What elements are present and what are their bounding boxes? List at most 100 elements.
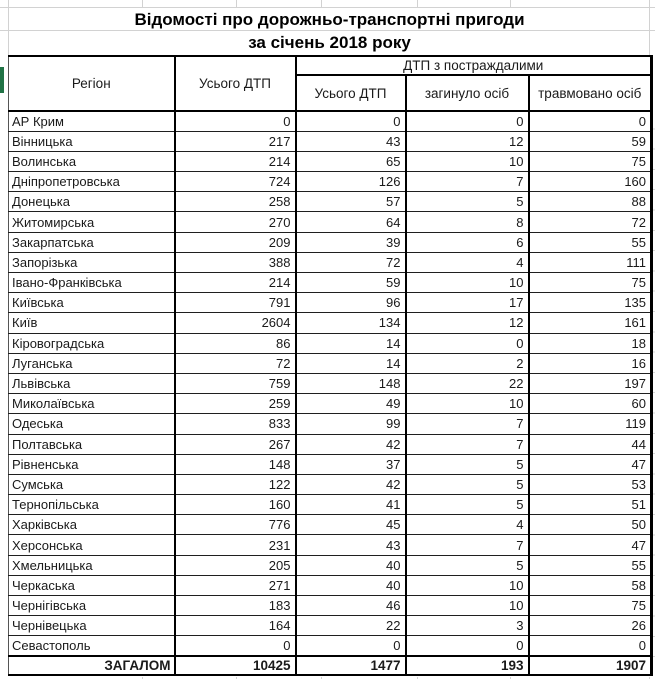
total-accidents-cell[interactable]: 2604	[174, 312, 297, 334]
total-accidents-cell[interactable]: 724	[174, 171, 297, 193]
header-killed[interactable]: загинуло осіб	[405, 75, 530, 112]
injured-cell[interactable]: 119	[528, 413, 652, 435]
total-accidents-cell[interactable]: 270	[174, 211, 297, 233]
header-region[interactable]: Регіон	[8, 56, 176, 112]
injured-cell[interactable]: 18	[528, 333, 652, 354]
total-accidents-cell[interactable]: 267	[174, 434, 297, 455]
region-cell[interactable]: Львівська	[8, 373, 176, 395]
region-cell[interactable]: Тернопільська	[8, 494, 176, 516]
killed-cell[interactable]: 5	[405, 474, 530, 496]
region-cell[interactable]: Миколаївська	[8, 393, 176, 415]
with-victims-cell[interactable]: 57	[295, 191, 407, 213]
with-victims-cell[interactable]: 99	[295, 413, 407, 435]
with-victims-cell[interactable]: 43	[295, 534, 407, 556]
total-accidents-cell[interactable]: 205	[174, 555, 297, 576]
total-accidents-value[interactable]: 10425	[174, 655, 297, 676]
total-accidents-cell[interactable]: 183	[174, 595, 297, 617]
with-victims-cell[interactable]: 22	[295, 615, 407, 637]
with-victims-cell[interactable]: 45	[295, 514, 407, 536]
with-victims-cell[interactable]: 134	[295, 312, 407, 334]
killed-cell[interactable]: 10	[405, 272, 530, 294]
killed-cell[interactable]: 5	[405, 494, 530, 516]
region-cell[interactable]: Дніпропетровська	[8, 171, 176, 193]
total-accidents-cell[interactable]: 164	[174, 615, 297, 637]
killed-cell[interactable]: 6	[405, 232, 530, 253]
with-victims-cell[interactable]: 64	[295, 211, 407, 233]
killed-cell[interactable]: 7	[405, 534, 530, 556]
injured-cell[interactable]: 135	[528, 292, 652, 314]
injured-cell[interactable]: 55	[528, 232, 652, 253]
with-victims-cell[interactable]: 46	[295, 595, 407, 617]
killed-cell[interactable]: 8	[405, 211, 530, 233]
with-victims-cell[interactable]: 0	[295, 111, 407, 132]
total-injured-value[interactable]: 1907	[528, 655, 652, 676]
total-accidents-cell[interactable]: 214	[174, 151, 297, 173]
injured-cell[interactable]: 51	[528, 494, 652, 516]
region-cell[interactable]: Одеська	[8, 413, 176, 435]
killed-cell[interactable]: 10	[405, 575, 530, 597]
total-accidents-cell[interactable]: 231	[174, 534, 297, 556]
region-cell[interactable]: Черкаська	[8, 575, 176, 597]
total-accidents-cell[interactable]: 214	[174, 272, 297, 294]
with-victims-cell[interactable]: 37	[295, 454, 407, 475]
with-victims-cell[interactable]: 41	[295, 494, 407, 516]
total-with-victims-value[interactable]: 1477	[295, 655, 407, 676]
total-accidents-cell[interactable]: 0	[174, 635, 297, 657]
total-accidents-cell[interactable]: 791	[174, 292, 297, 314]
with-victims-cell[interactable]: 72	[295, 252, 407, 274]
injured-cell[interactable]: 58	[528, 575, 652, 597]
killed-cell[interactable]: 5	[405, 555, 530, 576]
report-title-line2[interactable]: за січень 2018 року	[248, 33, 411, 52]
with-victims-cell[interactable]: 96	[295, 292, 407, 314]
killed-cell[interactable]: 10	[405, 151, 530, 173]
total-accidents-cell[interactable]: 259	[174, 393, 297, 415]
total-accidents-cell[interactable]: 258	[174, 191, 297, 213]
injured-cell[interactable]: 88	[528, 191, 652, 213]
total-accidents-cell[interactable]: 388	[174, 252, 297, 274]
with-victims-cell[interactable]: 40	[295, 555, 407, 576]
total-accidents-cell[interactable]: 833	[174, 413, 297, 435]
killed-cell[interactable]: 22	[405, 373, 530, 395]
killed-cell[interactable]: 7	[405, 434, 530, 455]
total-accidents-cell[interactable]: 217	[174, 131, 297, 152]
injured-cell[interactable]: 161	[528, 312, 652, 334]
killed-cell[interactable]: 7	[405, 171, 530, 193]
injured-cell[interactable]: 0	[528, 111, 652, 132]
killed-cell[interactable]: 4	[405, 252, 530, 274]
killed-cell[interactable]: 12	[405, 312, 530, 334]
injured-cell[interactable]: 197	[528, 373, 652, 395]
injured-cell[interactable]: 55	[528, 555, 652, 576]
total-accidents-cell[interactable]: 122	[174, 474, 297, 496]
injured-cell[interactable]: 60	[528, 393, 652, 415]
total-accidents-cell[interactable]: 209	[174, 232, 297, 253]
killed-cell[interactable]: 5	[405, 191, 530, 213]
header-with-victims-group[interactable]: ДТП з постраждалими	[295, 56, 652, 76]
with-victims-cell[interactable]: 43	[295, 131, 407, 152]
region-cell[interactable]: Луганська	[8, 353, 176, 374]
injured-cell[interactable]: 53	[528, 474, 652, 496]
injured-cell[interactable]: 0	[528, 635, 652, 657]
region-cell[interactable]: Севастополь	[8, 635, 176, 657]
injured-cell[interactable]: 47	[528, 454, 652, 475]
region-cell[interactable]: Кіровоградська	[8, 333, 176, 354]
with-victims-cell[interactable]: 14	[295, 333, 407, 354]
total-label[interactable]: ЗАГАЛОМ	[8, 655, 176, 676]
region-cell[interactable]: Полтавська	[8, 434, 176, 455]
total-accidents-cell[interactable]: 160	[174, 494, 297, 516]
region-cell[interactable]: Вінницька	[8, 131, 176, 152]
killed-cell[interactable]: 12	[405, 131, 530, 152]
with-victims-cell[interactable]: 59	[295, 272, 407, 294]
total-accidents-cell[interactable]: 72	[174, 353, 297, 374]
region-cell[interactable]: Івано-Франківська	[8, 272, 176, 294]
killed-cell[interactable]: 7	[405, 413, 530, 435]
region-cell[interactable]: Хмельницька	[8, 555, 176, 576]
killed-cell[interactable]: 0	[405, 111, 530, 132]
region-cell[interactable]: Херсонська	[8, 534, 176, 556]
killed-cell[interactable]: 3	[405, 615, 530, 637]
injured-cell[interactable]: 16	[528, 353, 652, 374]
injured-cell[interactable]: 75	[528, 151, 652, 173]
killed-cell[interactable]: 2	[405, 353, 530, 374]
total-killed-value[interactable]: 193	[405, 655, 530, 676]
killed-cell[interactable]: 0	[405, 333, 530, 354]
with-victims-cell[interactable]: 0	[295, 635, 407, 657]
